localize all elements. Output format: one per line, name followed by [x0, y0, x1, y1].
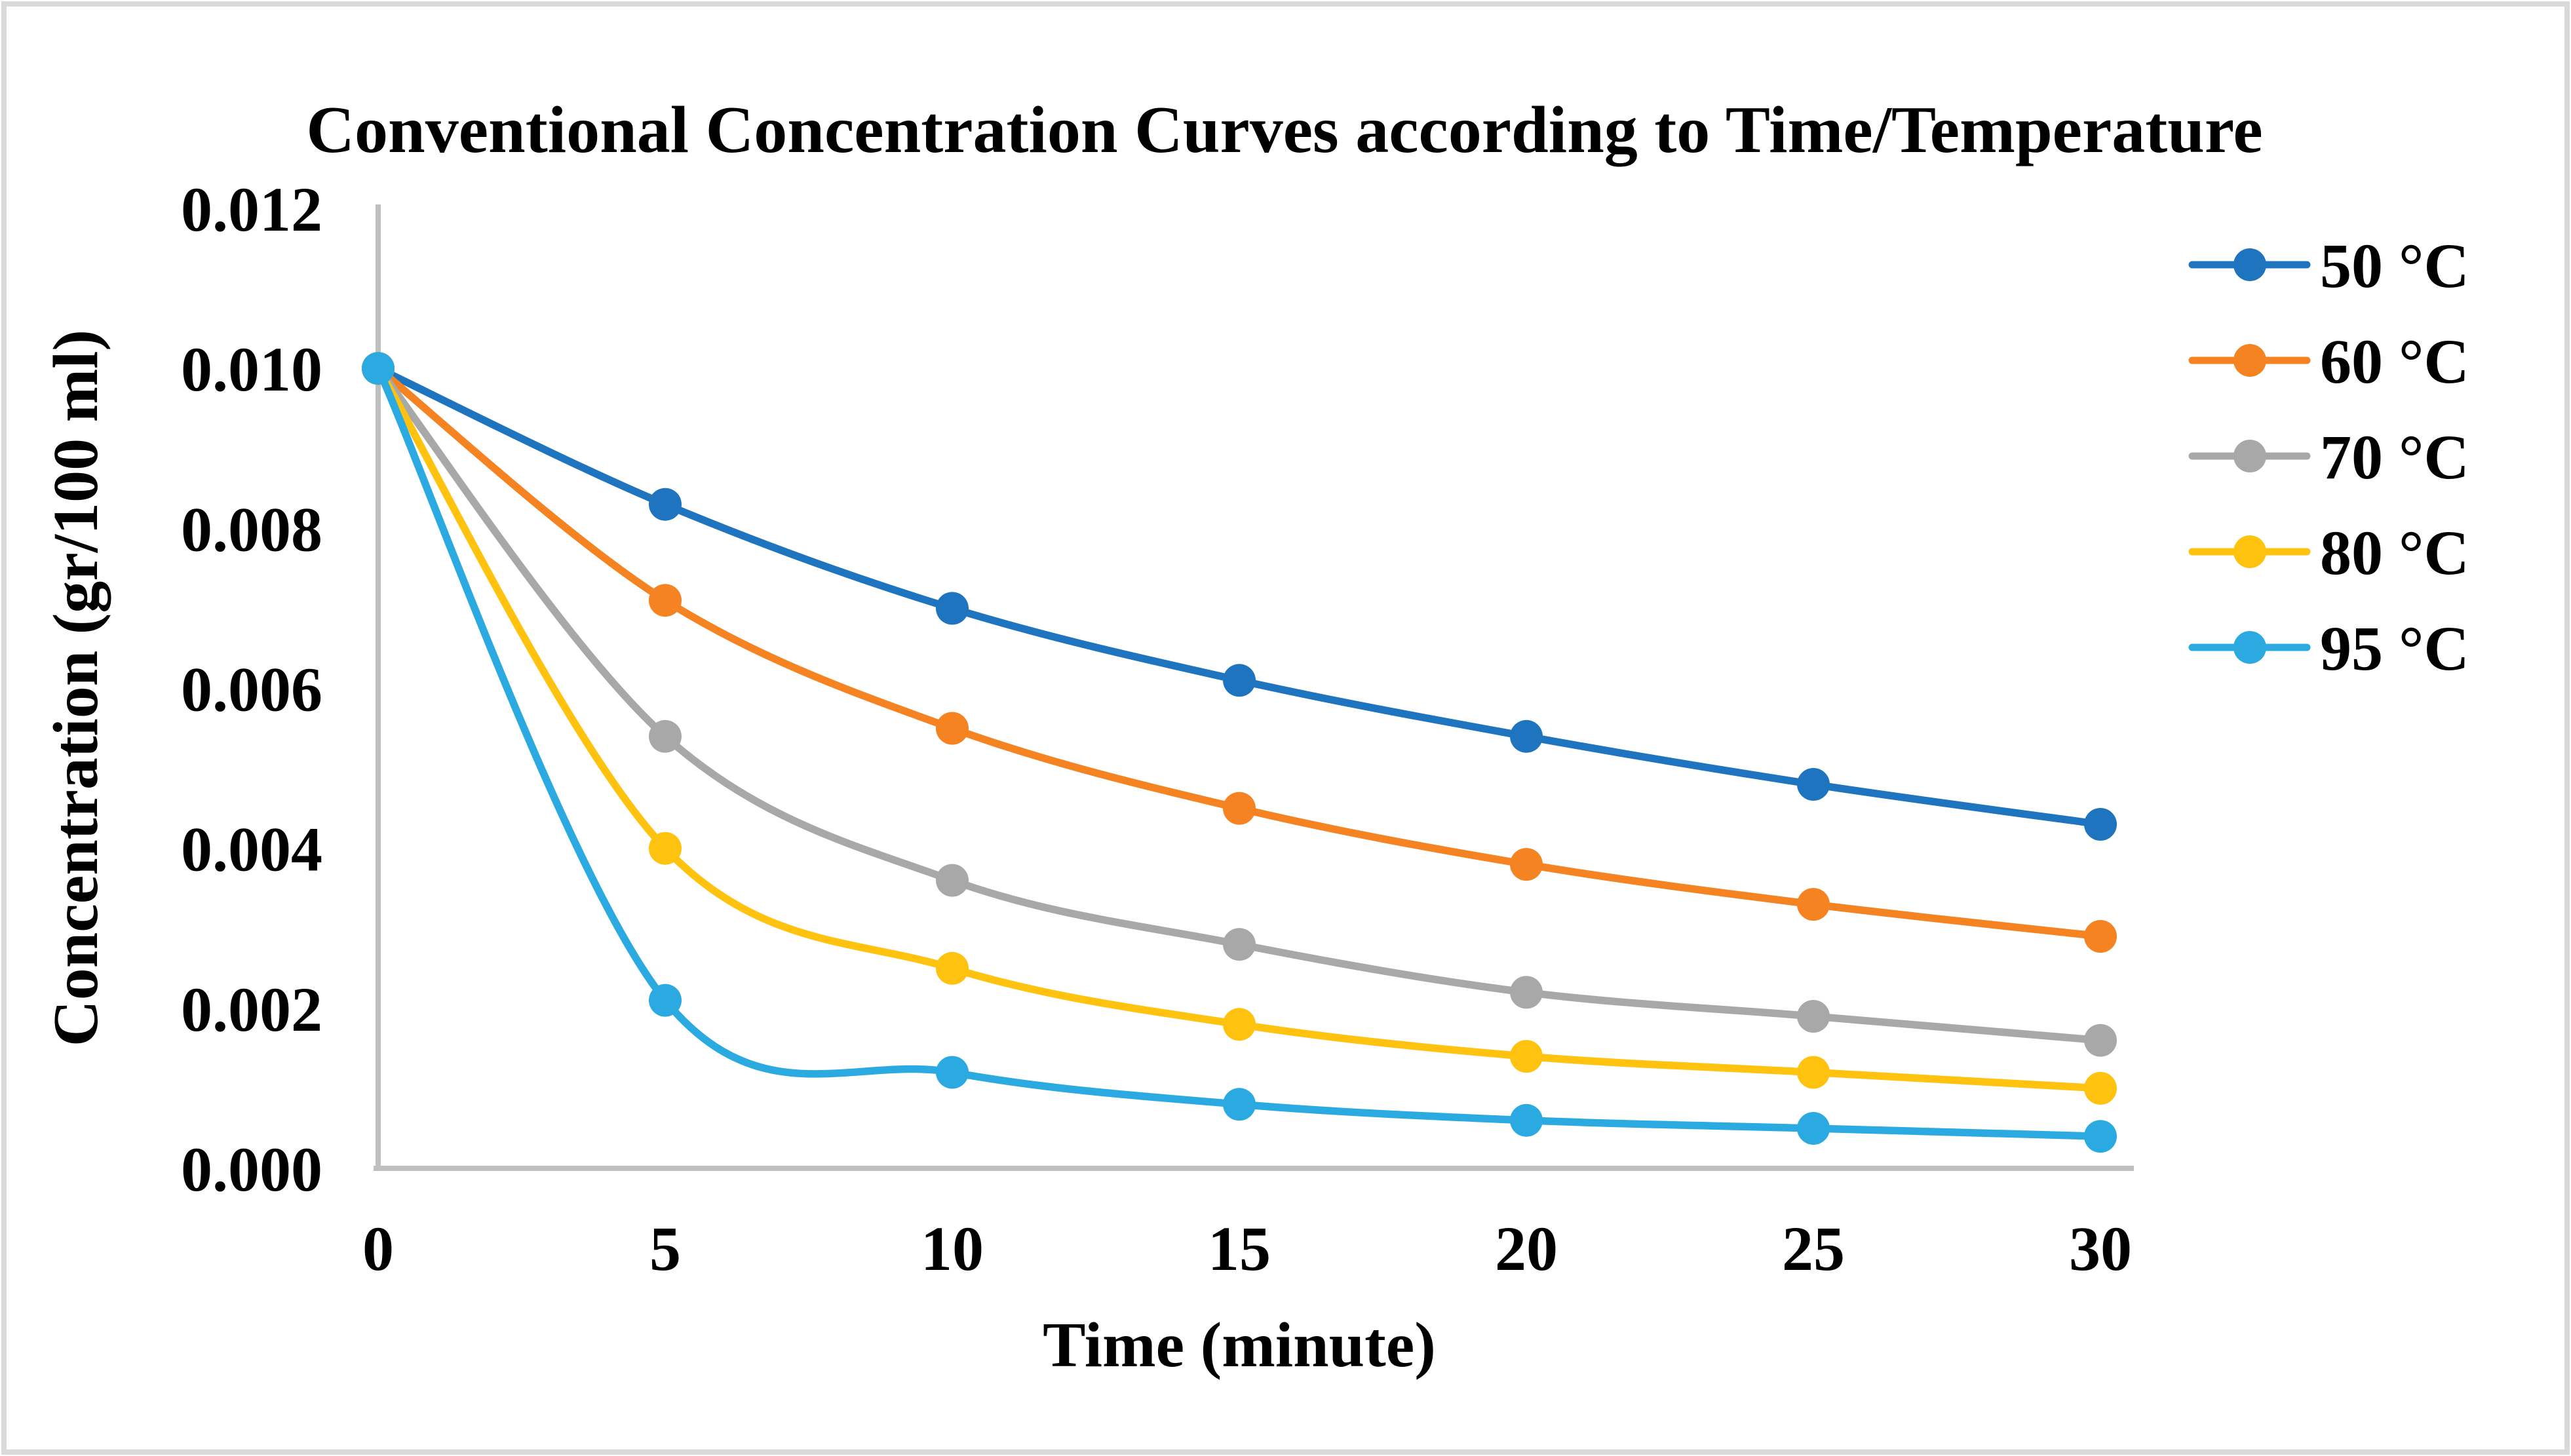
series-marker-2	[936, 864, 969, 897]
series-lines	[362, 352, 2117, 1153]
legend-swatch-marker	[2233, 631, 2266, 664]
series-marker-4	[936, 1056, 969, 1089]
series-marker-1	[2084, 920, 2117, 953]
series-marker-4	[1797, 1112, 1830, 1145]
x-tick-label: 0	[362, 1214, 394, 1284]
series-marker-2	[2084, 1024, 2117, 1057]
series-marker-3	[2084, 1071, 2117, 1105]
series-marker-1	[1223, 792, 1256, 825]
series-line-4	[374, 364, 2104, 1140]
series-line-3	[374, 364, 2104, 1092]
series-marker-0	[2084, 808, 2117, 841]
x-tick-label: 15	[1208, 1214, 1271, 1284]
y-tick-label: 0.008	[181, 494, 322, 564]
series-marker-1	[649, 584, 682, 617]
legend-label: 60 °C	[2320, 326, 2469, 396]
chart-title: Conventional Concentration Curves accord…	[306, 93, 2262, 167]
y-tick-label: 0.006	[181, 655, 322, 725]
x-tick-label: 5	[649, 1214, 681, 1284]
series-marker-3	[936, 951, 969, 985]
series-marker-0	[1223, 664, 1256, 697]
series-marker-3	[649, 832, 682, 865]
series-marker-0	[649, 488, 682, 521]
legend-item-2: 70 °C	[2188, 422, 2469, 492]
series-line-1	[374, 364, 2104, 940]
legend-item-4: 95 °C	[2188, 613, 2469, 683]
legend-item-1: 60 °C	[2188, 326, 2469, 396]
legend-item-0: 50 °C	[2188, 231, 2469, 301]
series-marker-4	[1510, 1103, 1543, 1137]
series-line-0	[374, 364, 2104, 828]
y-tick-label: 0.004	[181, 814, 322, 885]
series-marker-3	[1797, 1056, 1830, 1089]
x-axis-title: Time (minute)	[1043, 1310, 1436, 1381]
series-marker-2	[1223, 928, 1256, 961]
series-marker-2	[1510, 976, 1543, 1009]
legend-swatch-marker	[2233, 535, 2266, 568]
series-marker-3	[1223, 1008, 1256, 1041]
series-marker-0	[1797, 768, 1830, 801]
y-tick-label: 0.000	[181, 1134, 322, 1204]
x-axis-tick-labels: 0 5 10 15 20 25 30	[362, 1214, 2132, 1284]
y-tick-label: 0.012	[181, 174, 322, 244]
x-tick-label: 25	[1782, 1214, 1845, 1284]
legend: 50 °C 60 °C 70 °C 80 °C 95 °C	[2188, 231, 2469, 683]
legend-label: 95 °C	[2320, 613, 2469, 683]
series-marker-2	[649, 719, 682, 753]
series-marker-1	[1797, 888, 1830, 921]
legend-swatch-marker	[2233, 440, 2266, 472]
series-marker-2	[1797, 1000, 1830, 1033]
legend-swatch-marker	[2233, 248, 2266, 281]
series-marker-4	[1223, 1088, 1256, 1121]
x-tick-label: 30	[2069, 1214, 2132, 1284]
series-marker-4	[2084, 1120, 2117, 1153]
series-marker-1	[936, 712, 969, 745]
legend-label: 80 °C	[2320, 518, 2469, 588]
legend-label: 70 °C	[2320, 422, 2469, 492]
series-marker-3	[1510, 1040, 1543, 1073]
y-axis-title: Concentration (gr/100 ml)	[41, 330, 111, 1046]
series-marker-4	[649, 984, 682, 1017]
legend-item-3: 80 °C	[2188, 518, 2469, 588]
series-marker-1	[1510, 848, 1543, 881]
y-tick-label: 0.010	[181, 334, 322, 404]
x-tick-label: 10	[921, 1214, 984, 1284]
x-tick-label: 20	[1495, 1214, 1558, 1284]
y-tick-label: 0.002	[181, 974, 322, 1044]
series-marker-4	[362, 352, 395, 385]
series-marker-0	[1510, 719, 1543, 753]
legend-swatch-marker	[2233, 344, 2266, 377]
legend-label: 50 °C	[2320, 231, 2469, 301]
series-marker-0	[936, 592, 969, 625]
y-axis-tick-labels: 0.000 0.002 0.004 0.006 0.008 0.010 0.012	[181, 174, 322, 1204]
